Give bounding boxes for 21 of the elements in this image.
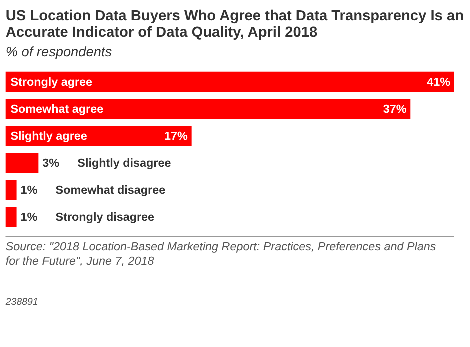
- data-label: 3%: [42, 157, 60, 170]
- source-note: Source: "2018 Location-Based Marketing Report: Practices, Preferences and Plans for the Future", June 7, 2018: [6, 240, 436, 268]
- bar: [6, 98, 411, 120]
- bar: [6, 72, 454, 92]
- bar: [6, 153, 39, 174]
- data-label: 41%: [427, 76, 452, 89]
- chart-subtitle: % of respondents: [6, 44, 112, 60]
- y-tick-label: Slightly agree: [10, 130, 88, 144]
- data-label: 1%: [20, 211, 38, 224]
- y-tick-label: Strongly agree: [10, 76, 94, 89]
- y-tick-label: Somewhat agree: [10, 103, 104, 116]
- data-label: 1%: [20, 184, 38, 198]
- data-label: 37%: [383, 103, 408, 116]
- bar: [6, 207, 17, 228]
- y-tick-label: Strongly disagree: [56, 211, 156, 224]
- text: 238891: [4, 297, 38, 308]
- chart-title: US Location Data Buyers Who Agree that Data Transparency Is an Accurate Indicator of Data Quality, April 2018: [6, 8, 464, 42]
- y-tick-label: Somewhat disagree: [56, 184, 166, 198]
- bar: [6, 180, 17, 200]
- data-label: 17%: [164, 130, 189, 144]
- y-tick-label: Slightly disagree: [78, 157, 172, 170]
